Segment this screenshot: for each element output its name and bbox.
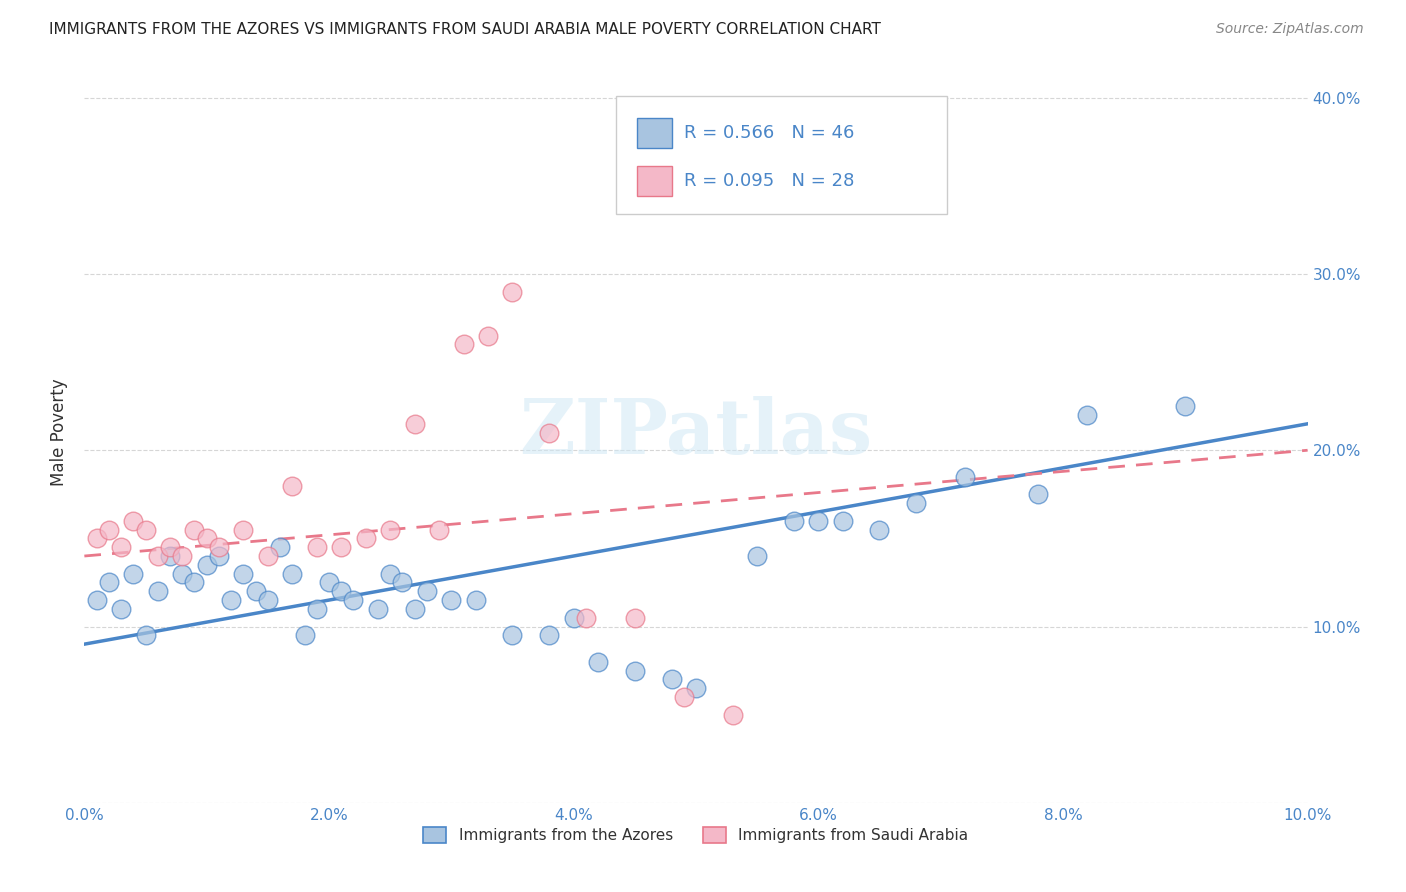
Point [1028, 487, 1050, 501]
Point [294, 628, 316, 642]
Text: ZIPatlas: ZIPatlas [519, 396, 873, 469]
Bar [637, 118, 672, 147]
Point [747, 549, 769, 563]
Point [97, 575, 120, 590]
Point [195, 532, 218, 546]
Point [305, 602, 328, 616]
Point [783, 514, 806, 528]
Point [538, 425, 561, 440]
Text: Source: ZipAtlas.com: Source: ZipAtlas.com [1216, 22, 1364, 37]
Point [159, 540, 181, 554]
Point [122, 566, 145, 581]
Point [183, 523, 205, 537]
Point [146, 584, 169, 599]
Point [195, 558, 218, 572]
Point [245, 584, 267, 599]
Point [219, 593, 242, 607]
Point [208, 540, 231, 554]
Point [281, 478, 304, 492]
Point [122, 514, 145, 528]
Point [624, 610, 647, 624]
Point [905, 496, 928, 510]
Point [159, 549, 181, 563]
Point [416, 584, 439, 599]
Point [502, 628, 524, 642]
Point [538, 628, 561, 642]
Point [685, 681, 707, 696]
Point [380, 566, 402, 581]
Point [721, 707, 744, 722]
Point [391, 575, 413, 590]
Point [477, 328, 499, 343]
Point [453, 337, 475, 351]
Point [97, 523, 120, 537]
Point [953, 469, 976, 483]
Point [562, 610, 585, 624]
Point [257, 593, 280, 607]
Point [183, 575, 205, 590]
Point [232, 566, 254, 581]
Legend: Immigrants from the Azores, Immigrants from Saudi Arabia: Immigrants from the Azores, Immigrants f… [416, 820, 976, 851]
Point [404, 417, 426, 431]
Point [257, 549, 280, 563]
Text: IMMIGRANTS FROM THE AZORES VS IMMIGRANTS FROM SAUDI ARABIA MALE POVERTY CORRELAT: IMMIGRANTS FROM THE AZORES VS IMMIGRANTS… [49, 22, 882, 37]
Point [464, 593, 486, 607]
Point [661, 673, 683, 687]
Point [135, 523, 157, 537]
Point [1076, 408, 1098, 422]
Point [427, 523, 450, 537]
Point [172, 549, 194, 563]
Point [367, 602, 389, 616]
Point [110, 540, 132, 554]
Point [281, 566, 304, 581]
Point [232, 523, 254, 537]
Point [354, 532, 377, 546]
Text: R = 0.566   N = 46: R = 0.566 N = 46 [683, 124, 853, 142]
Point [380, 523, 402, 537]
Point [172, 566, 194, 581]
Point [86, 593, 108, 607]
Point [869, 523, 891, 537]
Point [586, 655, 609, 669]
Point [624, 664, 647, 678]
Point [208, 549, 231, 563]
Text: R = 0.095   N = 28: R = 0.095 N = 28 [683, 172, 853, 190]
Point [807, 514, 830, 528]
Point [502, 285, 524, 299]
Point [110, 602, 132, 616]
Point [672, 690, 695, 704]
Point [440, 593, 463, 607]
Point [330, 540, 353, 554]
Point [575, 610, 598, 624]
Point [404, 602, 426, 616]
Point [305, 540, 328, 554]
Point [86, 532, 108, 546]
Bar [637, 166, 672, 195]
Point [330, 584, 353, 599]
Point [1174, 399, 1197, 413]
Point [831, 514, 853, 528]
Point [135, 628, 157, 642]
Y-axis label: Male Poverty: Male Poverty [51, 379, 69, 486]
Point [146, 549, 169, 563]
FancyBboxPatch shape [616, 95, 946, 214]
Point [269, 540, 291, 554]
Point [342, 593, 364, 607]
Point [318, 575, 340, 590]
